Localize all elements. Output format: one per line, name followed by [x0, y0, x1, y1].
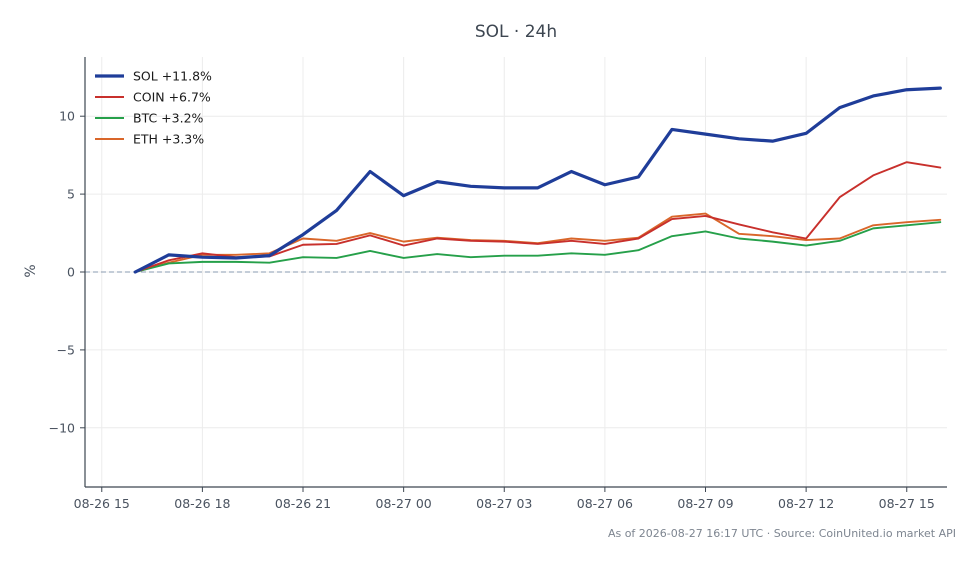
tick-layer: −10 −5 0 5 10 08-26 15 08-26 18 08-26 21 08-27 0… [49, 109, 935, 511]
x-tick-label: 08-27 12 [778, 496, 834, 511]
x-tick-label: 08-26 18 [174, 496, 230, 511]
series-line-2 [134, 221, 942, 273]
x-tick-label: 08-27 15 [879, 496, 935, 511]
legend-label: ETH +3.3% [133, 132, 204, 147]
y-tick-label: 0 [67, 265, 75, 280]
series-layer [133, 86, 942, 274]
legend-label: COIN +6.7% [133, 90, 211, 105]
x-tick-label: 08-26 21 [275, 496, 331, 511]
chart-title: SOL · 24h [475, 22, 557, 42]
x-tick-label: 08-26 15 [74, 496, 130, 511]
x-tick-label: 08-27 03 [476, 496, 532, 511]
legend-label: SOL +11.8% [133, 69, 212, 84]
legend-label: BTC +3.2% [133, 111, 204, 126]
x-tick-label: 08-27 00 [376, 496, 432, 511]
y-tick-label: −10 [49, 420, 75, 435]
y-tick-label: 10 [59, 109, 75, 124]
y-axis-label: % [23, 264, 39, 277]
legend: SOL +11.8% COIN +6.7% BTC +3.2% ETH +3.3% [95, 69, 212, 147]
series-line-0 [133, 86, 942, 274]
x-tick-label: 08-27 09 [677, 496, 733, 511]
y-tick-label: 5 [67, 187, 75, 202]
y-tick-label: −5 [57, 342, 75, 357]
footer-note: As of 2026-08-27 16:17 UTC · Source: Coi… [608, 527, 956, 540]
x-tick-label: 08-27 06 [577, 496, 633, 511]
